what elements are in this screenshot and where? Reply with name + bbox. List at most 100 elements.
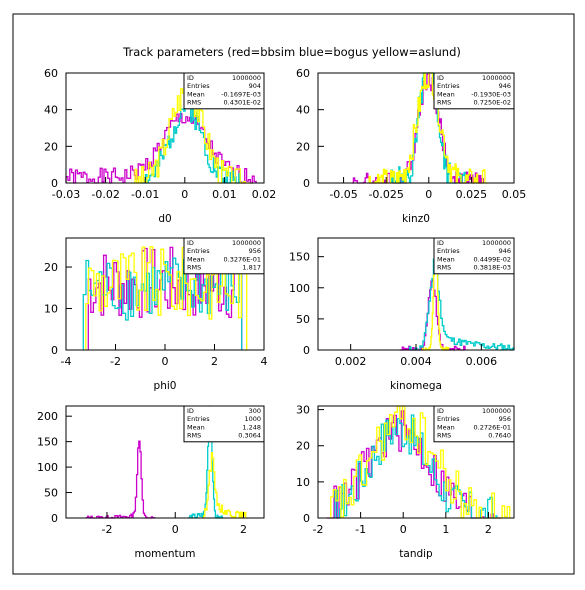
figure-frame <box>12 13 575 575</box>
y-tick-label: 10 <box>44 303 58 316</box>
x-tick-label: 0 <box>400 523 407 536</box>
stats-label: ID <box>437 407 444 415</box>
x-tick-label: 0.01 <box>212 188 237 201</box>
stats-label: Mean <box>187 255 205 263</box>
y-tick-label: 0 <box>303 177 310 190</box>
x-tick-label: 0.025 <box>456 188 488 201</box>
plot-frame <box>65 72 265 184</box>
stats-label: ID <box>187 239 194 247</box>
x-tick-label: -0.03 <box>52 188 80 201</box>
x-axis-label: kinz0 <box>402 213 430 225</box>
x-tick-label: 0.002 <box>335 355 367 368</box>
stats-label: Mean <box>437 90 455 98</box>
y-tick-label: 50 <box>296 313 310 326</box>
stats-value: 300 <box>249 407 261 415</box>
x-axis-label: tandip <box>399 548 433 560</box>
stats-value: 1.248 <box>242 423 261 431</box>
stats-value: 0.3276E-01 <box>224 255 261 263</box>
stats-label: RMS <box>187 432 201 440</box>
stats-value: 0.2726E-01 <box>474 423 511 431</box>
stats-label: RMS <box>437 432 451 440</box>
stats-label: RMS <box>187 264 201 272</box>
stats-value: 904 <box>249 82 261 90</box>
stats-box: ID 300 Entries 1000 Mean 1.248 RMS 0.3064 <box>183 405 265 443</box>
stats-label: Entries <box>187 247 210 255</box>
stats-value: 0.7250E-02 <box>474 99 511 107</box>
stats-box-frame <box>433 405 515 443</box>
y-tick-label: 30 <box>296 404 310 417</box>
x-tick-label: -0.025 <box>368 188 403 201</box>
y-tick-label: 0 <box>51 177 58 190</box>
y-tick-label: 60 <box>44 67 58 80</box>
stats-label: Entries <box>437 82 460 90</box>
x-tick-label: 1 <box>442 523 449 536</box>
histogram-series-3 <box>202 451 247 519</box>
stats-label: ID <box>187 407 194 415</box>
y-tick-label: 20 <box>296 440 310 453</box>
x-tick-label: -4 <box>61 355 72 368</box>
x-tick-label: -2 <box>313 523 324 536</box>
stats-value: 0.4301E-02 <box>224 99 261 107</box>
y-tick-label: 50 <box>44 487 58 500</box>
stats-label: RMS <box>437 99 451 107</box>
x-tick-label: -2 <box>110 355 121 368</box>
stats-box: ID 1000000 Entries 946 Mean -0.1930E-03 RMS 0.7… <box>433 72 515 110</box>
plot-frame <box>65 405 265 519</box>
x-axis-label: momentum <box>135 548 196 560</box>
stats-value: 1.817 <box>242 264 261 272</box>
x-tick-label: 2 <box>240 523 247 536</box>
stats-value: 946 <box>499 82 511 90</box>
histogram-series-2 <box>408 258 515 351</box>
figure-title: Track parameters (red=bbsim blue=bogus y… <box>122 45 461 59</box>
stats-value: 956 <box>499 415 511 423</box>
y-tick-label: 150 <box>289 251 310 264</box>
x-tick-label: 2 <box>211 355 218 368</box>
stats-box-frame <box>433 72 515 110</box>
stats-label: Mean <box>187 90 205 98</box>
stats-value: 1000000 <box>482 407 511 415</box>
histogram-panel-phi0: -4 -2 0 2 4 0 10 20 phi0 ID 1000000 Entries 956 Mean 0… <box>44 237 268 392</box>
y-tick-label: 40 <box>44 104 58 117</box>
stats-value: 1000000 <box>232 74 261 82</box>
stats-box-frame <box>183 237 265 275</box>
stats-label: RMS <box>187 99 201 107</box>
histogram-series-3 <box>85 246 248 350</box>
x-tick-label: 4 <box>261 355 268 368</box>
plot-frame <box>317 405 515 519</box>
x-tick-label: -2 <box>101 523 112 536</box>
y-tick-label: 200 <box>37 410 58 423</box>
y-tick-label: 10 <box>296 476 310 489</box>
x-axis-label: d0 <box>158 213 171 225</box>
stats-value: 0.7640 <box>488 432 511 440</box>
x-tick-label: 0 <box>162 355 169 368</box>
stats-value: 0.4499E-02 <box>474 255 511 263</box>
histogram-panel-d0: -0.03 -0.02 -0.01 0 0.01 0.02 0 20 40 60 d0 ID 10000… <box>44 67 276 225</box>
stats-label: ID <box>437 74 444 82</box>
stats-value: -0.1697E-03 <box>221 90 261 98</box>
stats-value: 1000000 <box>482 239 511 247</box>
x-tick-label: 0.006 <box>466 355 498 368</box>
y-tick-label: 20 <box>296 140 310 153</box>
stats-label: ID <box>437 239 444 247</box>
stats-value: 0.3818E-03 <box>474 264 511 272</box>
x-tick-label: -0.02 <box>91 188 119 201</box>
stats-label: Entries <box>437 247 460 255</box>
histogram-panel-momentum: -2 0 2 0 50 100 150 200 momentum ID 300 Entries 1000… <box>37 405 265 560</box>
histogram-panel-kinomega: 0.002 0.004 0.006 0 50 100 150 kinomega ID 100000… <box>289 237 515 392</box>
stats-label: Entries <box>187 415 210 423</box>
stats-label: RMS <box>437 264 451 272</box>
stats-label: Mean <box>187 423 205 431</box>
y-tick-label: 0 <box>303 344 310 357</box>
stats-value: 956 <box>249 247 261 255</box>
y-tick-label: 150 <box>37 436 58 449</box>
stats-label: ID <box>187 74 194 82</box>
stats-box-frame <box>433 237 515 275</box>
stats-label: Mean <box>437 423 455 431</box>
stats-box-frame <box>183 405 265 443</box>
stats-value: -0.1930E-03 <box>471 90 511 98</box>
x-tick-label: 0.02 <box>252 188 277 201</box>
x-tick-label: 2 <box>485 523 492 536</box>
histogram-series-2 <box>188 405 223 519</box>
